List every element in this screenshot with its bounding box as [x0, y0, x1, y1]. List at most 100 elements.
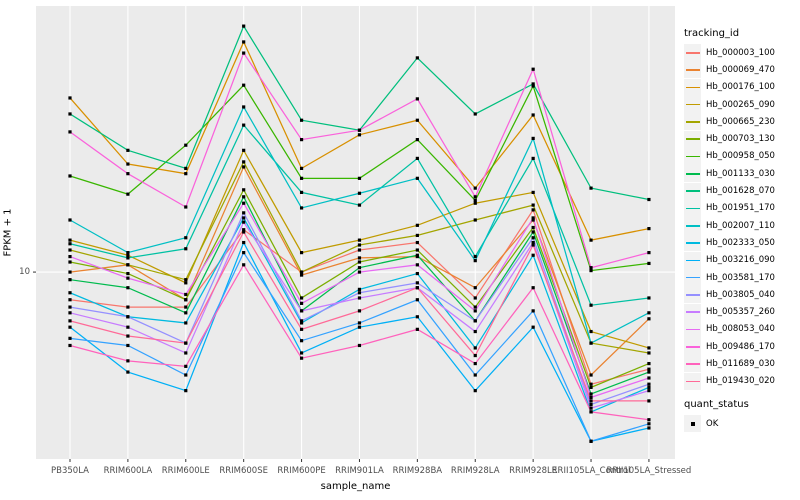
data-point-marker [415, 233, 419, 238]
x-axis-title: sample_name [320, 481, 391, 492]
legend-line-swatch-icon [684, 96, 701, 114]
legend-label: Hb_019430_020 [706, 376, 775, 387]
data-point-marker [473, 329, 477, 334]
data-point-marker [126, 271, 130, 276]
data-point-marker [126, 359, 130, 363]
data-point-marker [299, 118, 304, 122]
x-tick-label: RRIM928LE [509, 466, 557, 476]
legend-label: Hb_001628_070 [706, 186, 775, 197]
legend-title-quant-status: quant_status [684, 398, 749, 410]
data-point-marker [184, 172, 188, 176]
data-point-marker [242, 211, 246, 215]
data-point-marker [242, 240, 246, 245]
data-point-marker [473, 361, 477, 366]
data-point-marker [647, 422, 651, 426]
legend-item-Hb_000003_100: Hb_000003_100 [684, 44, 799, 62]
data-point-marker [647, 351, 651, 355]
legend-line-swatch-icon [684, 165, 701, 183]
data-point-marker [473, 186, 477, 190]
data-point-marker [126, 251, 130, 255]
data-point-marker [473, 286, 477, 290]
data-point-marker [68, 96, 72, 100]
legend-label: Hb_001951_170 [706, 203, 775, 214]
legend-line-swatch-icon [684, 251, 701, 269]
data-point-marker [242, 263, 246, 267]
data-point-marker [242, 195, 246, 199]
data-point-marker [68, 319, 72, 323]
data-point-marker [299, 321, 304, 325]
data-point-marker [357, 266, 362, 270]
data-point-marker [126, 253, 130, 257]
data-point-marker [415, 240, 419, 245]
data-point-marker [299, 166, 304, 171]
data-point-marker [242, 24, 246, 28]
legend-item-Hb_000665_230: Hb_000665_230 [684, 113, 799, 131]
data-point-marker [299, 273, 304, 277]
data-point-marker [184, 311, 188, 315]
data-point-marker [184, 351, 188, 355]
data-point-marker [242, 160, 246, 164]
data-point-marker [531, 216, 535, 220]
black-square-marker-icon [684, 415, 701, 433]
legend-line-swatch-icon [684, 303, 701, 321]
legend-line-swatch-icon [684, 269, 701, 286]
data-point-marker [357, 238, 362, 242]
data-point-marker [647, 376, 651, 380]
legend-item-Hb_019430_020: Hb_019430_020 [684, 372, 799, 390]
legend-line-swatch-icon [684, 338, 701, 356]
data-point-marker [473, 319, 477, 323]
data-point-marker [68, 270, 72, 274]
data-point-marker [589, 385, 593, 389]
legend-item-Hb_000265_090: Hb_000265_090 [684, 96, 799, 114]
data-point-marker [68, 291, 72, 295]
data-point-marker [68, 254, 72, 259]
data-point-marker [299, 319, 304, 323]
data-point-marker [242, 230, 246, 234]
data-point-marker [473, 389, 477, 393]
legend-label: Hb_000665_230 [706, 116, 775, 127]
data-point-marker [68, 311, 72, 315]
data-point-marker [299, 296, 304, 300]
data-point-marker [242, 123, 246, 127]
legend-line-swatch-icon [684, 113, 701, 131]
data-point-marker [126, 192, 130, 196]
data-point-marker [647, 251, 651, 255]
data-point-marker [357, 343, 362, 348]
data-point-marker [589, 439, 593, 443]
data-point-marker [357, 325, 362, 329]
data-point-marker [184, 281, 188, 285]
x-tick-label: RRIM901LA [335, 466, 384, 476]
legend-item-Hb_000958_050: Hb_000958_050 [684, 147, 799, 165]
data-point-marker [357, 256, 362, 260]
data-point-marker [299, 309, 304, 313]
data-point-marker [126, 334, 130, 338]
data-point-marker [531, 225, 535, 230]
legend-line-swatch-icon [684, 217, 701, 235]
legend-label: Hb_002333_050 [706, 237, 775, 248]
data-point-marker [184, 305, 188, 309]
data-point-marker [357, 287, 362, 291]
y-axis-title: FPKM + 1 [2, 208, 14, 257]
data-point-marker [415, 327, 419, 331]
legend-line-swatch-icon [684, 286, 701, 304]
legend-label: Hb_003581_170 [706, 272, 775, 283]
data-point-marker [184, 205, 188, 209]
data-point-marker [357, 270, 362, 274]
x-tick-label: RRIM600LA [104, 466, 153, 476]
data-point-marker [357, 321, 362, 325]
data-point-marker [473, 195, 477, 199]
legend-line-swatch-icon [684, 78, 701, 96]
data-point-marker [415, 315, 419, 319]
data-point-marker [531, 240, 535, 245]
legend-item-Hb_001628_070: Hb_001628_070 [684, 182, 799, 200]
data-point-marker [242, 105, 246, 109]
data-point-marker [299, 339, 304, 343]
data-point-marker [68, 325, 72, 329]
data-point-marker [531, 84, 535, 88]
data-point-marker [184, 278, 188, 282]
legend-item-Hb_003581_170: Hb_003581_170 [684, 269, 799, 286]
data-point-marker [415, 271, 419, 276]
data-point-marker [647, 367, 651, 371]
legend-item-quant-ok: OK [684, 415, 799, 433]
data-point-marker [531, 309, 535, 313]
